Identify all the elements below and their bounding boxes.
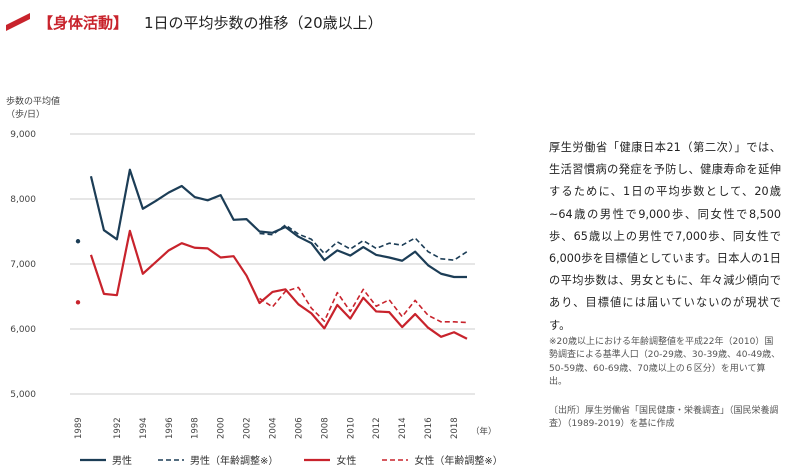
x-tick-label: 2002 xyxy=(243,417,253,439)
legend-item: 男性（年齢調整※） xyxy=(158,452,278,467)
legend-swatch xyxy=(382,458,409,461)
series-point xyxy=(75,300,81,305)
series-line xyxy=(89,229,468,340)
legend-swatch xyxy=(158,458,184,461)
footnote: ※20歳以上における年齢調整値を平成22年（2010）国勢調査による基準人口（2… xyxy=(549,337,781,388)
y-tick-label: 6,000 xyxy=(10,325,36,335)
legend-item: 男性 xyxy=(80,452,132,467)
x-tick-label: 2006 xyxy=(294,417,304,439)
legend-label: 女性（年齢調整※） xyxy=(414,456,503,467)
x-tick-label: 2012 xyxy=(372,417,382,439)
legend-item: 女性 xyxy=(304,452,356,467)
source-note: 〔出所〕厚生労働省「国民健康・栄養調査」（国民栄養調査）（1989-2019）を… xyxy=(549,406,779,430)
chart-title: 1日の平均歩数の推移（20歳以上） xyxy=(144,13,383,32)
y-axis-label-unit: （歩/日） xyxy=(6,110,46,120)
y-tick-label: 5,000 xyxy=(10,390,36,400)
x-tick-label: 2004 xyxy=(269,417,279,439)
legend-label: 男性 xyxy=(112,456,132,467)
legend-swatch xyxy=(80,458,106,461)
series-line xyxy=(259,286,468,324)
legend-label: 男性（年齢調整※） xyxy=(190,456,279,467)
slash-mark-icon xyxy=(6,13,30,31)
legend-swatch xyxy=(304,458,331,461)
section-tag: 【身体活動】 xyxy=(38,13,129,32)
x-tick-label: 1996 xyxy=(165,417,175,439)
x-tick-label: 2010 xyxy=(346,417,356,439)
x-tick-label: 1992 xyxy=(113,417,123,439)
description-text: 厚生労働省「健康日本21（第二次）」では、生活習慣病の発症を予防し、健康寿命を延… xyxy=(549,141,781,332)
legend-item: 女性（年齢調整※） xyxy=(382,452,503,467)
y-axis-label-main: 歩数の平均値 xyxy=(6,97,61,107)
x-tick-label: 2014 xyxy=(398,417,408,439)
y-tick-label: 8,000 xyxy=(10,195,36,205)
x-tick-label: 2000 xyxy=(217,417,227,439)
x-tick-label: 1998 xyxy=(191,417,201,439)
y-tick-label: 7,000 xyxy=(10,260,36,270)
chart-header: 【身体活動】 1日の平均歩数の推移（20歳以上） xyxy=(6,10,383,34)
x-tick-label: 2008 xyxy=(320,417,330,439)
series-point xyxy=(75,239,81,244)
x-tick-label: 1989 xyxy=(74,417,84,439)
x-axis-unit-label: （年） xyxy=(471,426,497,437)
y-tick-label: 9,000 xyxy=(10,130,36,140)
step-count-chart: 5,000 6,000 7,000 8,000 9,000 1989 1992 1994 199… xyxy=(10,130,497,439)
x-tick-label: 1994 xyxy=(139,417,149,439)
legend-label: 女性 xyxy=(336,456,357,467)
chart-legend: 男性 男性（年齢調整※） 女性 女性（年齢調整※） xyxy=(80,452,529,467)
series-line xyxy=(89,168,467,279)
y-axis-label: 歩数の平均値 （歩/日） xyxy=(6,96,60,122)
x-tick-label: 2016 xyxy=(424,417,434,439)
x-tick-label: 2018 xyxy=(450,417,460,439)
